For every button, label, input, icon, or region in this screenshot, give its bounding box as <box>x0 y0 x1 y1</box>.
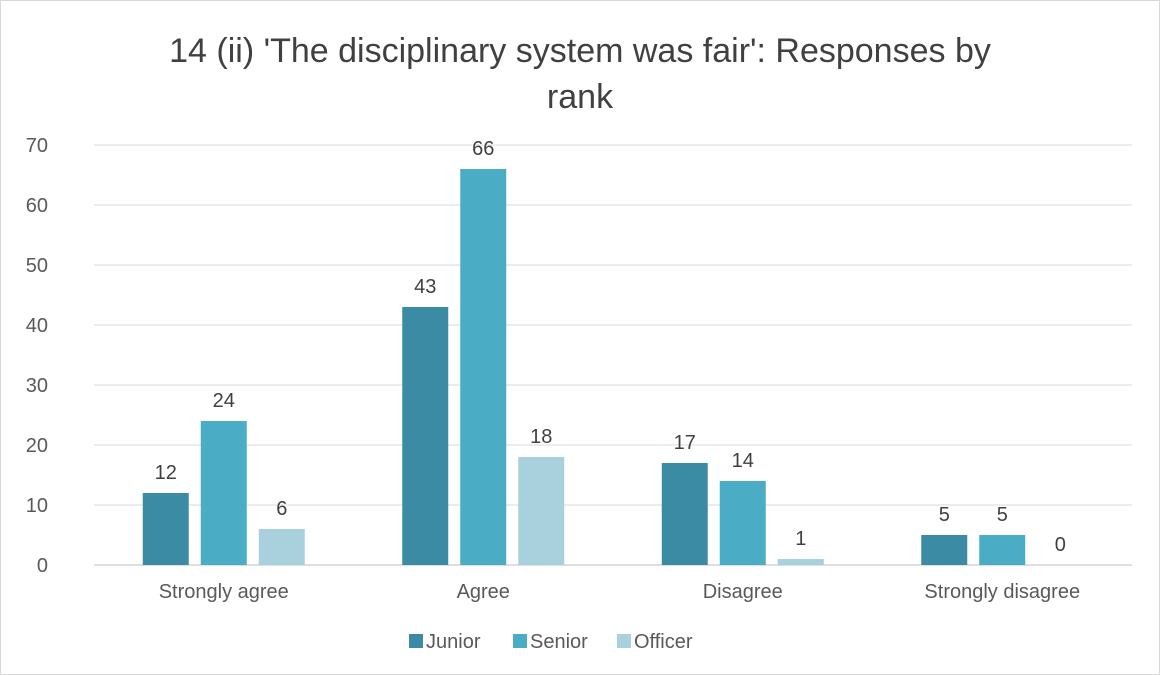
chart-title: 14 (ii) 'The disciplinary system was fai… <box>0 28 1160 120</box>
data-label: 5 <box>939 504 950 526</box>
legend-swatch-senior <box>513 634 527 648</box>
data-label: 12 <box>155 462 177 484</box>
bar-junior <box>142 493 189 565</box>
data-label: 66 <box>472 138 494 160</box>
data-label: 43 <box>414 276 436 298</box>
y-tick-label: 40 <box>26 315 48 337</box>
data-label: 17 <box>674 432 696 454</box>
chart-title-line-2: rank <box>546 78 614 116</box>
chart-title-line-1: 14 (ii) 'The disciplinary system was fai… <box>169 32 991 70</box>
x-tick-label: Strongly disagree <box>924 581 1080 603</box>
data-label: 0 <box>1055 534 1066 556</box>
bar-officer <box>258 529 305 565</box>
y-tick-label: 20 <box>26 435 48 457</box>
y-tick-label: 30 <box>26 375 48 397</box>
legend-label: Officer <box>634 631 693 653</box>
y-tick-label: 70 <box>26 135 48 157</box>
bar-senior <box>460 169 507 565</box>
y-tick-label: 50 <box>26 255 48 277</box>
bar-senior <box>200 421 247 565</box>
data-label: 1 <box>795 528 806 550</box>
legend-swatch-junior <box>409 634 423 648</box>
bar-junior <box>402 307 449 565</box>
bar-senior <box>979 535 1026 565</box>
bar-junior <box>921 535 968 565</box>
y-tick-label: 10 <box>26 495 48 517</box>
y-tick-label: 60 <box>26 195 48 217</box>
bar-officer <box>518 457 565 565</box>
bar-junior <box>661 463 708 565</box>
x-tick-label: Agree <box>457 581 510 603</box>
y-tick-label: 0 <box>37 555 48 577</box>
data-label: 24 <box>213 390 235 412</box>
bar-senior <box>719 481 766 565</box>
legend-swatch-officer <box>617 634 631 648</box>
bar-officer <box>777 559 824 565</box>
data-label: 6 <box>276 498 287 520</box>
x-tick-label: Disagree <box>703 581 783 603</box>
data-label: 5 <box>997 504 1008 526</box>
data-label: 14 <box>732 450 754 472</box>
x-tick-label: Strongly agree <box>159 581 289 603</box>
legend-label: Junior <box>426 631 481 653</box>
legend-label: Senior <box>530 631 588 653</box>
data-label: 18 <box>530 426 552 448</box>
